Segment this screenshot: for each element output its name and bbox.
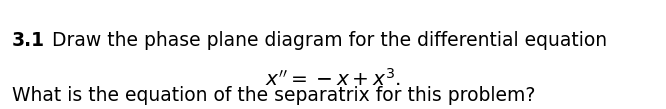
Text: What is the equation of the separatrix for this problem?: What is the equation of the separatrix f… (12, 86, 535, 105)
Text: Draw the phase plane diagram for the differential equation: Draw the phase plane diagram for the dif… (52, 31, 607, 49)
Text: 3.1: 3.1 (12, 31, 45, 49)
Text: $x'' = -x + x^3.$: $x'' = -x + x^3.$ (265, 68, 401, 89)
